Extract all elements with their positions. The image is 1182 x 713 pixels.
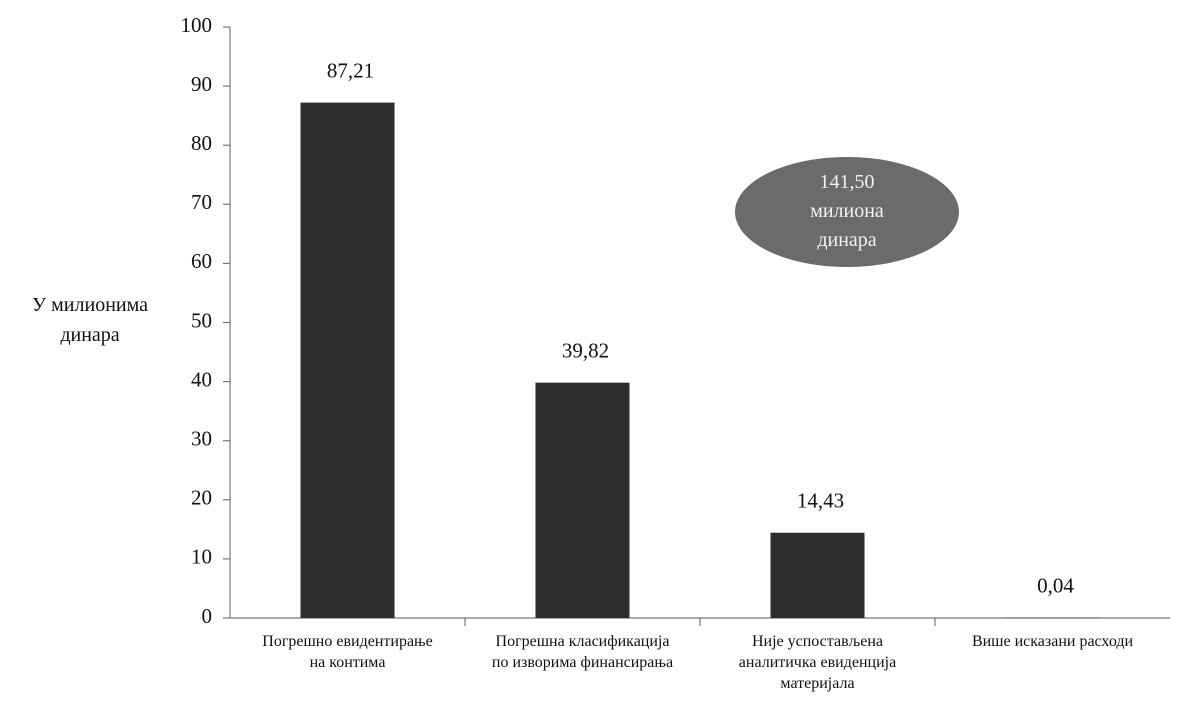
y-tick-label: 40 (191, 367, 212, 391)
y-tick-label: 20 (191, 486, 212, 510)
value-label: 0,04 (1037, 574, 1074, 598)
y-tick-label: 10 (191, 545, 212, 569)
bar (301, 103, 395, 618)
value-label: 87,21 (327, 58, 374, 82)
y-tick-label: 70 (191, 190, 212, 214)
y-tick-label: 80 (191, 131, 212, 155)
bar (536, 383, 630, 618)
y-tick-label: 60 (191, 249, 212, 273)
y-tick-label: 0 (202, 604, 213, 628)
bar (771, 533, 865, 618)
y-tick-label: 90 (191, 72, 212, 96)
value-label: 39,82 (562, 338, 609, 362)
y-tick-label: 50 (191, 308, 212, 332)
x-tick-label: Више исказани расходи (972, 633, 1134, 650)
y-tick-label: 100 (181, 13, 213, 37)
y-tick-label: 30 (191, 427, 212, 451)
value-label: 14,43 (797, 489, 844, 513)
